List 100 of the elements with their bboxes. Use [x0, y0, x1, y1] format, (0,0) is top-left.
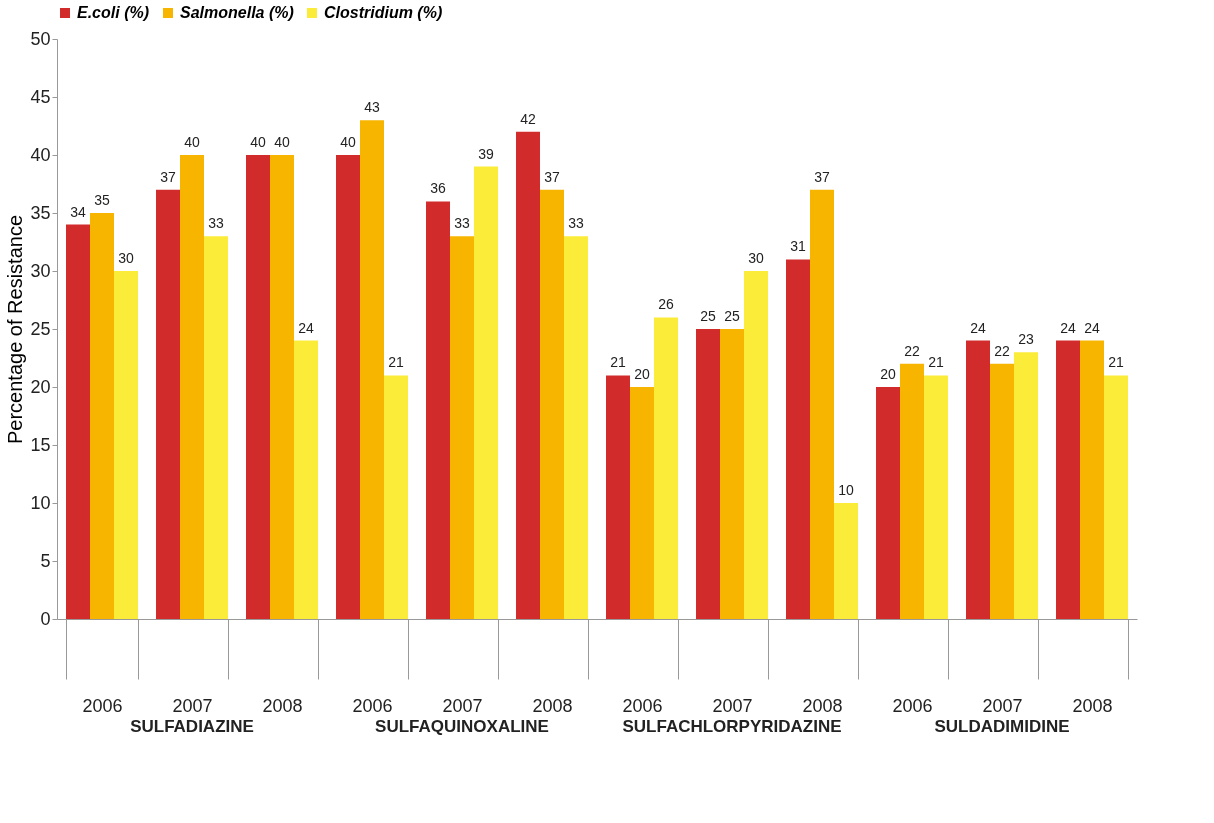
- text: SULDADIMIDINE: [934, 717, 1070, 736]
- bar: [474, 166, 498, 619]
- data-label: 22: [994, 342, 1010, 359]
- data-label: 30: [118, 250, 134, 266]
- data-label: 21: [388, 354, 404, 371]
- data-label: 25: [700, 308, 716, 324]
- data-label: 33: [208, 215, 224, 232]
- data-label: 31: [790, 238, 806, 255]
- data-label: 21: [928, 354, 944, 371]
- x-tick-label: 2008: [262, 695, 303, 716]
- data-label: 43: [364, 99, 380, 116]
- data-label: 35: [94, 192, 110, 208]
- bar: [270, 155, 294, 619]
- bar: [114, 271, 138, 619]
- bar: [966, 340, 990, 619]
- data-label: 39: [478, 145, 494, 162]
- bar: [384, 375, 408, 619]
- y-tick-label: 25: [30, 318, 51, 339]
- x-tick-label: 2008: [532, 695, 573, 716]
- data-label: 26: [658, 296, 674, 313]
- bar: [516, 131, 540, 619]
- data-label: 21: [610, 354, 626, 371]
- legend-label: Salmonella (%): [180, 4, 294, 21]
- data-label: 40: [184, 134, 200, 150]
- bar: [1104, 375, 1128, 619]
- data-label: 25: [724, 308, 740, 324]
- bar: [834, 503, 858, 619]
- bar: [156, 189, 180, 619]
- bar: [720, 329, 744, 619]
- data-label: 20: [880, 366, 896, 382]
- text: SULFAQUINOXALINE: [375, 717, 549, 736]
- bar: [1056, 340, 1080, 619]
- y-tick-label: 10: [30, 492, 51, 513]
- data-label: 20: [634, 366, 650, 382]
- bar: [450, 236, 474, 619]
- y-tick-label: 15: [30, 434, 51, 455]
- data-label: 37: [544, 168, 560, 185]
- text: SULFACHLORPYRIDAZINE: [622, 717, 842, 736]
- y-tick-label: 35: [30, 202, 51, 223]
- bar: [426, 201, 450, 619]
- data-label: 33: [454, 215, 470, 232]
- x-tick-label: 2006: [352, 695, 393, 716]
- bar: [786, 259, 810, 619]
- x-tick-label: 2007: [712, 695, 753, 716]
- bar: [810, 189, 834, 619]
- bar: [204, 236, 228, 619]
- bar: [1080, 340, 1104, 619]
- x-tick-label: 2007: [172, 695, 213, 716]
- data-label: 24: [1060, 319, 1076, 336]
- bar: [246, 155, 270, 619]
- y-tick-label: 50: [30, 28, 51, 49]
- data-label: 37: [814, 168, 830, 185]
- bar: [630, 387, 654, 619]
- bar: [744, 271, 768, 619]
- data-label: 24: [970, 319, 986, 336]
- bar: [180, 155, 204, 619]
- bar: [564, 236, 588, 619]
- y-tick-label: 40: [30, 144, 51, 165]
- data-label: 33: [568, 215, 584, 232]
- data-label: 22: [904, 342, 920, 359]
- legend-label: Clostridium (%): [324, 4, 443, 21]
- y-tick-label: 20: [30, 376, 51, 397]
- data-label: 24: [1084, 319, 1100, 336]
- x-tick-label: 2006: [892, 695, 933, 716]
- bar: [606, 375, 630, 619]
- y-tick-label: 0: [40, 608, 51, 629]
- x-tick-label: 2008: [1072, 695, 1113, 716]
- x-tick-label: 2006: [82, 695, 123, 716]
- x-tick-label: 2006: [622, 695, 663, 716]
- y-tick-label: 45: [30, 86, 51, 107]
- bar: [66, 224, 90, 619]
- bar: [90, 213, 114, 619]
- data-label: 42: [520, 110, 536, 127]
- x-tick-label: 2007: [442, 695, 483, 716]
- data-label: 40: [250, 134, 266, 150]
- y-tick-label: 5: [40, 550, 51, 571]
- data-label: 21: [1108, 354, 1124, 371]
- y-tick-label: 30: [30, 260, 51, 281]
- data-label: 24: [298, 319, 314, 336]
- data-label: 23: [1018, 331, 1034, 348]
- bar: [654, 317, 678, 619]
- data-label: 40: [274, 134, 290, 150]
- bar: [1014, 352, 1038, 619]
- data-label: 34: [70, 203, 86, 220]
- bar: [360, 120, 384, 619]
- bar: [900, 363, 924, 619]
- data-label: 37: [160, 168, 176, 185]
- text: SULFADIAZINE: [130, 717, 254, 736]
- bar: [540, 189, 564, 619]
- y-axis-title: Percentage of Resistance: [4, 214, 27, 445]
- bar: [924, 375, 948, 619]
- x-tick-label: 2008: [802, 695, 843, 716]
- data-label: 30: [748, 250, 764, 266]
- data-label: 36: [430, 180, 446, 197]
- data-label: 40: [340, 134, 356, 150]
- bar: [876, 387, 900, 619]
- data-label: 10: [838, 482, 854, 498]
- bar: [990, 363, 1014, 619]
- x-tick-label: 2007: [982, 695, 1023, 716]
- legend-label: E.coli (%): [77, 4, 150, 21]
